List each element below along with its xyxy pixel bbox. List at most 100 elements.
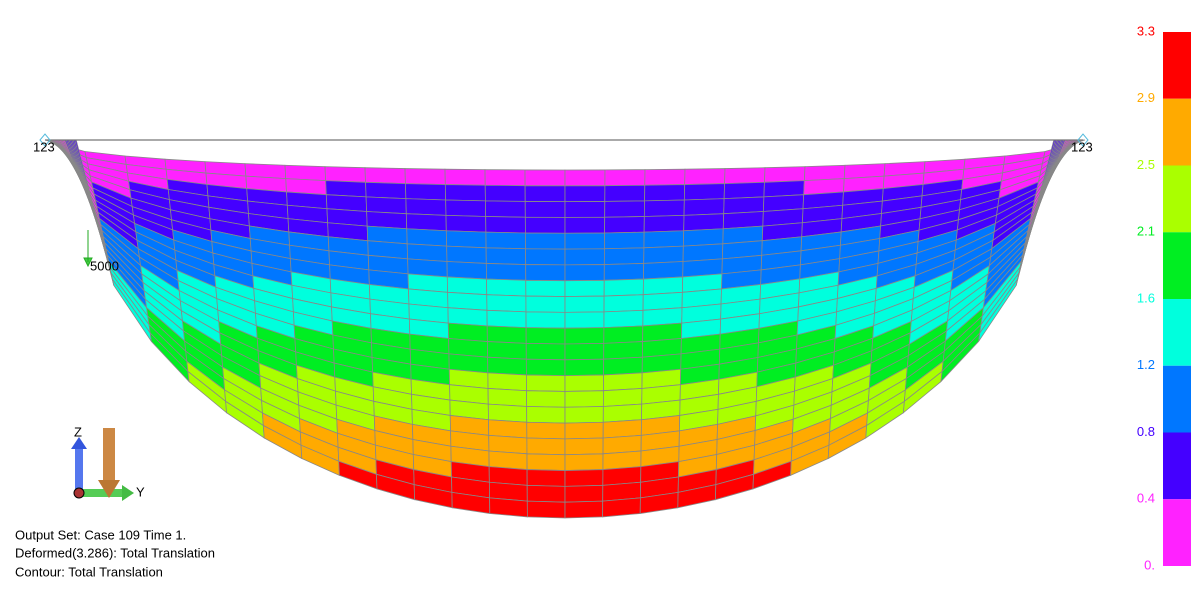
mesh-cell <box>487 372 527 392</box>
mesh-cell <box>406 228 448 247</box>
mesh-cell <box>683 198 725 216</box>
mesh-cell <box>642 276 684 296</box>
mesh-cell <box>564 358 605 377</box>
triad: Z Y <box>71 424 145 501</box>
legend-label: 0.4 <box>1137 491 1155 506</box>
mesh-cell <box>604 200 645 218</box>
mesh-cell <box>564 374 604 392</box>
info-line: Contour: Total Translation <box>15 564 163 579</box>
mesh-cell <box>642 291 683 311</box>
y-arrow <box>122 485 134 501</box>
mesh-cell <box>486 309 527 329</box>
gravity-arrow <box>103 428 115 483</box>
mesh-cell <box>445 230 487 249</box>
mesh-cell <box>485 231 526 250</box>
mesh-cell <box>447 291 488 311</box>
mesh-cell <box>446 261 487 280</box>
mesh-cell <box>526 453 566 471</box>
mesh-cell <box>489 497 528 518</box>
mesh-cell <box>603 247 645 265</box>
mesh-cell <box>604 231 645 250</box>
mesh-cell <box>525 264 566 282</box>
mesh-cell <box>526 374 566 392</box>
mesh-cell <box>446 276 488 296</box>
legend-label: 1.6 <box>1137 290 1155 305</box>
mesh-cell <box>526 437 566 456</box>
mesh-cell <box>603 341 644 360</box>
legend: 3.3 2.9 2.5 2.1 1.6 1.2 0.8 0.4 0. <box>1137 23 1191 572</box>
mesh-cell <box>564 216 606 234</box>
mesh-cell <box>484 184 526 202</box>
legend-swatch <box>1163 165 1191 233</box>
mesh-cell <box>525 358 566 377</box>
mesh-cell <box>526 421 566 440</box>
mesh-cell <box>602 419 642 439</box>
mesh-cell <box>445 199 487 217</box>
mesh-cell <box>643 245 684 264</box>
mesh-cell <box>485 200 526 218</box>
mesh-cell <box>564 201 606 218</box>
mesh-cell <box>404 168 446 185</box>
mesh-cell <box>324 166 366 183</box>
mesh-cell <box>524 169 566 187</box>
mesh-cell <box>603 309 644 329</box>
load-label: 5000 <box>90 258 119 273</box>
mesh-cell <box>485 263 527 281</box>
mesh-cell <box>526 390 566 408</box>
x-axis <box>73 487 85 499</box>
mesh-cell <box>724 167 766 185</box>
legend-label: 1.2 <box>1137 357 1155 372</box>
mesh-cell <box>365 181 407 200</box>
mesh-cell <box>365 196 407 215</box>
mesh-cell <box>487 388 528 407</box>
mesh-cell <box>525 311 566 329</box>
mesh-cell <box>405 183 447 201</box>
mesh-cell <box>564 437 604 456</box>
y-axis <box>80 489 125 497</box>
legend-label: 2.5 <box>1137 157 1155 172</box>
mesh-cell <box>564 185 606 203</box>
mesh-cell <box>603 278 644 297</box>
legend-label: 0. <box>1144 557 1155 572</box>
mesh-cell <box>564 484 604 503</box>
mesh-cell <box>524 216 566 234</box>
legend-swatch <box>1163 432 1191 500</box>
mesh-cell <box>763 180 805 198</box>
mesh-cell <box>488 419 528 439</box>
gravity-head <box>98 480 120 498</box>
triad-label: Y <box>136 484 145 499</box>
mesh-cell <box>525 232 566 250</box>
mesh-cell <box>526 469 566 487</box>
mesh-cell <box>564 248 605 266</box>
mesh-cell <box>564 421 604 440</box>
legend-label: 3.3 <box>1137 23 1155 38</box>
legend-swatch <box>1163 98 1191 166</box>
mesh-cell <box>444 184 486 202</box>
legend-swatch <box>1163 499 1191 566</box>
mesh-cell <box>486 278 527 297</box>
mesh-cell <box>683 183 725 201</box>
mesh-cell <box>643 230 685 249</box>
mesh-cell <box>445 214 487 233</box>
legend-swatch <box>1163 232 1191 299</box>
mesh-cell <box>487 403 528 423</box>
mesh-cell <box>405 198 447 216</box>
legend-swatch <box>1163 32 1191 99</box>
mesh-cell <box>643 261 684 280</box>
mesh-cell <box>525 342 566 361</box>
mesh-cell <box>603 263 645 281</box>
mesh-cell <box>444 168 486 186</box>
mesh-cell <box>486 294 527 313</box>
mesh-cell <box>564 390 604 408</box>
legend-label: 2.1 <box>1137 224 1155 239</box>
mesh-cell <box>764 166 806 183</box>
mesh-cell <box>602 403 643 423</box>
mesh-cell <box>644 168 686 186</box>
mesh-cell <box>604 184 646 202</box>
mesh-cell <box>484 169 526 187</box>
mesh-cell <box>485 247 527 265</box>
mesh-cell <box>604 169 646 187</box>
legend-label: 2.9 <box>1137 90 1155 105</box>
mesh-cell <box>602 497 641 518</box>
